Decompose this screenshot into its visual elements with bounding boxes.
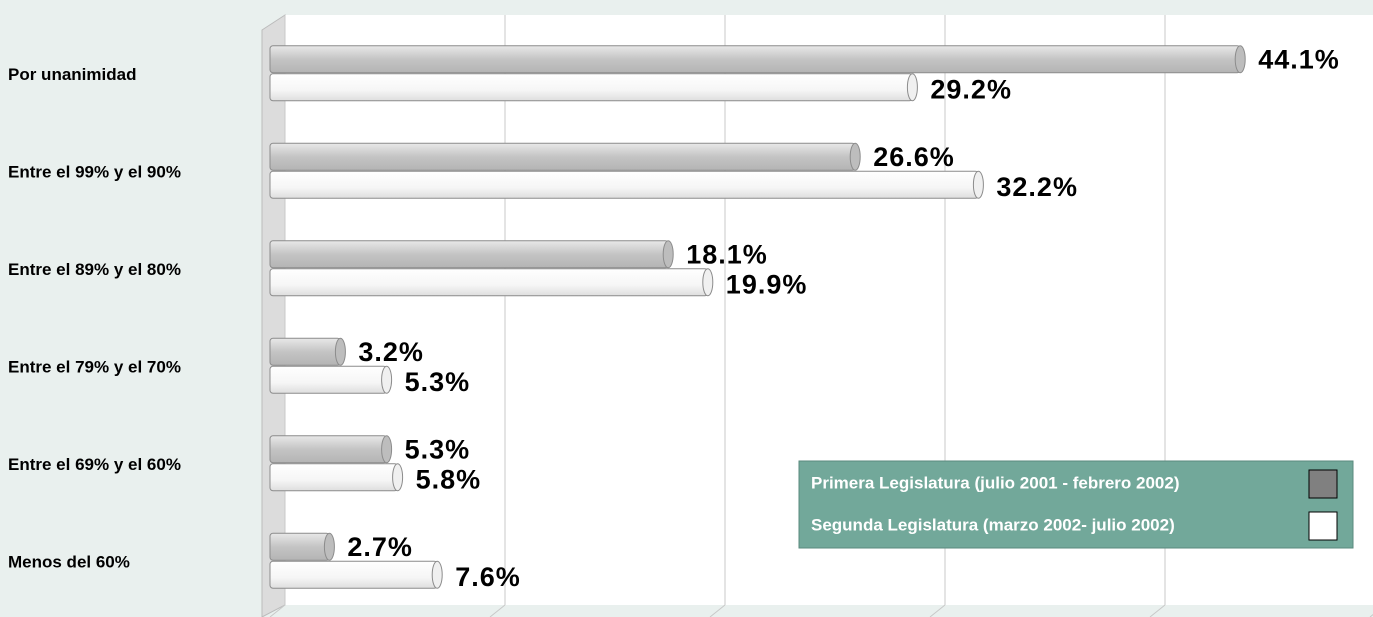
bar-cap	[381, 435, 393, 464]
bar	[269, 45, 1241, 74]
value-label: 44.1%	[1258, 44, 1340, 74]
category-label: Entre el 69% y el 60%	[8, 455, 181, 474]
bar-cap	[431, 560, 443, 589]
bar-cap	[381, 365, 393, 394]
value-label: 7.6%	[455, 562, 521, 592]
bar-cap	[849, 142, 861, 171]
grid-line	[1149, 604, 1166, 617]
bar	[269, 142, 856, 171]
bar-cap	[334, 337, 346, 366]
legend-label: Primera Legislatura (julio 2001 - febrer…	[811, 473, 1179, 492]
value-label: 2.7%	[347, 532, 413, 562]
bar-cap	[972, 170, 984, 199]
bar-cap	[1234, 45, 1246, 74]
legend-swatch	[1308, 511, 1338, 541]
bar	[269, 463, 399, 492]
bar	[269, 73, 913, 102]
bar-cap	[323, 532, 335, 561]
bar-cap	[702, 268, 714, 297]
value-label: 18.1%	[686, 239, 768, 269]
category-label: Entre el 99% y el 90%	[8, 163, 181, 182]
bar-cap	[662, 240, 674, 269]
bar	[269, 337, 341, 366]
value-label: 5.3%	[405, 367, 471, 397]
category-label: Menos del 60%	[8, 553, 130, 572]
legend-swatch	[1308, 469, 1338, 499]
bar-cap	[392, 463, 404, 492]
legend-box	[798, 460, 1354, 549]
bar	[269, 365, 388, 394]
bar	[269, 532, 330, 561]
category-label: Por unanimidad	[8, 65, 136, 84]
bar	[269, 240, 669, 269]
bar	[269, 435, 388, 464]
value-label: 19.9%	[726, 269, 808, 299]
bar	[269, 268, 709, 297]
bar	[269, 560, 438, 589]
grid-line	[269, 604, 286, 617]
value-label: 5.3%	[405, 434, 471, 464]
side-wall	[261, 14, 286, 617]
legend-label: Segunda Legislatura (marzo 2002- julio 2…	[811, 515, 1175, 534]
value-label: 5.8%	[416, 464, 482, 494]
grid-line	[709, 604, 726, 617]
bar-cap	[906, 73, 918, 102]
value-label: 3.2%	[358, 337, 424, 367]
grid-line	[929, 604, 946, 617]
value-label: 32.2%	[996, 172, 1078, 202]
value-label: 26.6%	[873, 142, 955, 172]
category-label: Entre el 89% y el 80%	[8, 260, 181, 279]
grid-line	[489, 604, 506, 617]
bar	[269, 170, 979, 199]
value-label: 29.2%	[930, 74, 1012, 104]
category-label: Entre el 79% y el 70%	[8, 358, 181, 377]
